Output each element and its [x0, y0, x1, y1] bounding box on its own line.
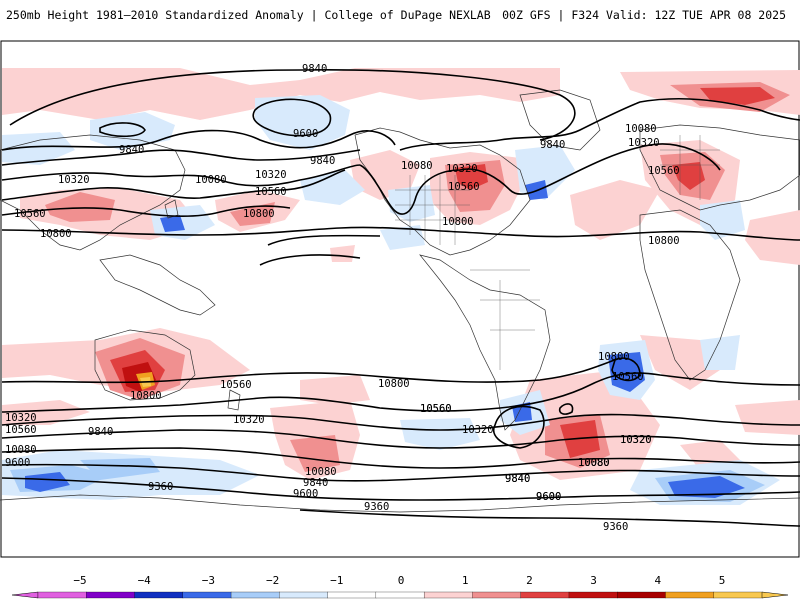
contour-label: 10320 — [255, 169, 287, 181]
height-contours — [1, 68, 800, 527]
contour-label: 10560 — [448, 181, 480, 193]
colorbar-segment — [182, 591, 232, 599]
contour-label: 10080 — [578, 457, 610, 469]
contour-label: 9360 — [603, 521, 628, 533]
colorbar-tick-label: 4 — [654, 574, 661, 587]
contour-label: 10560 — [420, 403, 452, 415]
contour-label: 10800 — [130, 390, 162, 402]
contour-label: 10080 — [401, 160, 433, 172]
colorbar-tick-label: −1 — [330, 574, 343, 587]
colorbar-tick-label: 1 — [462, 574, 469, 587]
colorbar-tick-label: −2 — [266, 574, 279, 587]
colorbar-tick-label: −3 — [202, 574, 215, 587]
valid-time: 00Z GFS | F324 Valid: 12Z TUE APR 08 202… — [502, 8, 786, 22]
contour-label: 10800 — [243, 208, 275, 220]
colorbar-segment — [568, 591, 618, 599]
map-header: 250mb Height 1981–2010 Standardized Anom… — [0, 0, 800, 30]
contour-label: 10080 — [195, 174, 227, 186]
contour-labels: 9840 9600 9840 9840 10080 10320 10560 10… — [5, 63, 680, 533]
coastlines — [0, 89, 800, 513]
contour-label: 9840 — [310, 155, 335, 167]
colorbar-segment — [230, 591, 280, 599]
political-boundaries — [395, 135, 720, 370]
contour-label: 10560 — [5, 424, 37, 436]
product-title: 250mb Height 1981–2010 Standardized Anom… — [6, 8, 491, 22]
colorbar-tick-label: 0 — [398, 574, 405, 587]
colorbar-tick-label: 3 — [590, 574, 597, 587]
contour-label: 9600 — [536, 491, 561, 503]
colorbar-segment — [279, 591, 329, 599]
contour-label: 9360 — [364, 501, 389, 513]
colorbar-segments — [11, 591, 789, 599]
colorbar-segment — [375, 591, 425, 599]
contour-label: 9360 — [148, 481, 173, 493]
colorbar-tick-labels: −5 −4 −3 −2 −1 0 1 2 3 4 5 — [73, 574, 725, 587]
contour-label: 10320 — [462, 424, 494, 436]
contour-label: 9600 — [293, 488, 318, 500]
colorbar-tick-label: 5 — [719, 574, 726, 587]
contour-label: 9840 — [302, 63, 327, 75]
contour-label: 10560 — [255, 186, 287, 198]
colorbar-segment — [520, 591, 570, 599]
colorbar-segment — [713, 591, 763, 599]
colorbar-cap-low — [11, 591, 39, 599]
colorbar-segment — [423, 591, 473, 599]
contour-label: 9600 — [536, 491, 561, 503]
colorbar-tick-label: −4 — [138, 574, 152, 587]
colorbar-segment — [327, 591, 377, 599]
contour-label: 10080 — [578, 457, 610, 469]
contour-label: 9840 — [540, 139, 565, 151]
contour-label: 10320 — [5, 412, 37, 424]
colorbar-tick-label: 2 — [526, 574, 533, 587]
contour-label: 10080 — [305, 466, 337, 478]
colorbar-segment — [37, 591, 87, 599]
positive-anomaly-shading — [2, 68, 800, 480]
contour-label: 10560 — [420, 403, 452, 415]
contour-label: 10080 — [625, 123, 657, 135]
contour-label: 10320 — [628, 137, 660, 149]
contour-label: 9840 — [505, 473, 530, 485]
weather-map: 9840 9600 9840 9840 10080 10320 10560 10… — [0, 40, 800, 558]
contour-label: 10800 — [598, 351, 630, 363]
contour-label: 10560 — [648, 165, 680, 177]
colorbar-segment — [472, 591, 522, 599]
contour-label: 10320 — [620, 434, 652, 446]
contour-label: 10560 — [14, 208, 46, 220]
contour-label: 10080 — [5, 444, 37, 456]
contour-label: 9840 — [505, 473, 530, 485]
colorbar-segment — [86, 591, 135, 599]
contour-label: 10320 — [446, 163, 478, 175]
contour-label: 10800 — [648, 235, 680, 247]
contour-label: 10320 — [620, 434, 652, 446]
contour-label: 10800 — [378, 378, 410, 390]
contour-label: 9840 — [303, 477, 328, 489]
contour-label: 10320 — [233, 414, 265, 426]
colorbar-segment — [665, 591, 715, 599]
anomaly-colorbar: −5 −4 −3 −2 −1 0 1 2 3 4 5 — [11, 574, 789, 599]
colorbar-tick-label: −5 — [73, 574, 86, 587]
contour-label: 9600 — [293, 128, 318, 140]
contour-label: 9600 — [5, 457, 30, 469]
negative-anomaly-shading — [2, 95, 780, 505]
contour-label: 10800 — [40, 228, 72, 240]
contour-label: 10080 — [578, 457, 610, 469]
contour-label: 10560 — [612, 371, 644, 383]
contour-label: 10800 — [442, 216, 474, 228]
colorbar-segment — [617, 591, 666, 599]
colorbar-segment — [134, 591, 184, 599]
contour-label: 10560 — [220, 379, 252, 391]
contour-label: 9840 — [119, 144, 144, 156]
contour-label: 10320 — [58, 174, 90, 186]
colorbar-cap-high — [761, 591, 789, 599]
contour-label: 9840 — [88, 426, 113, 438]
